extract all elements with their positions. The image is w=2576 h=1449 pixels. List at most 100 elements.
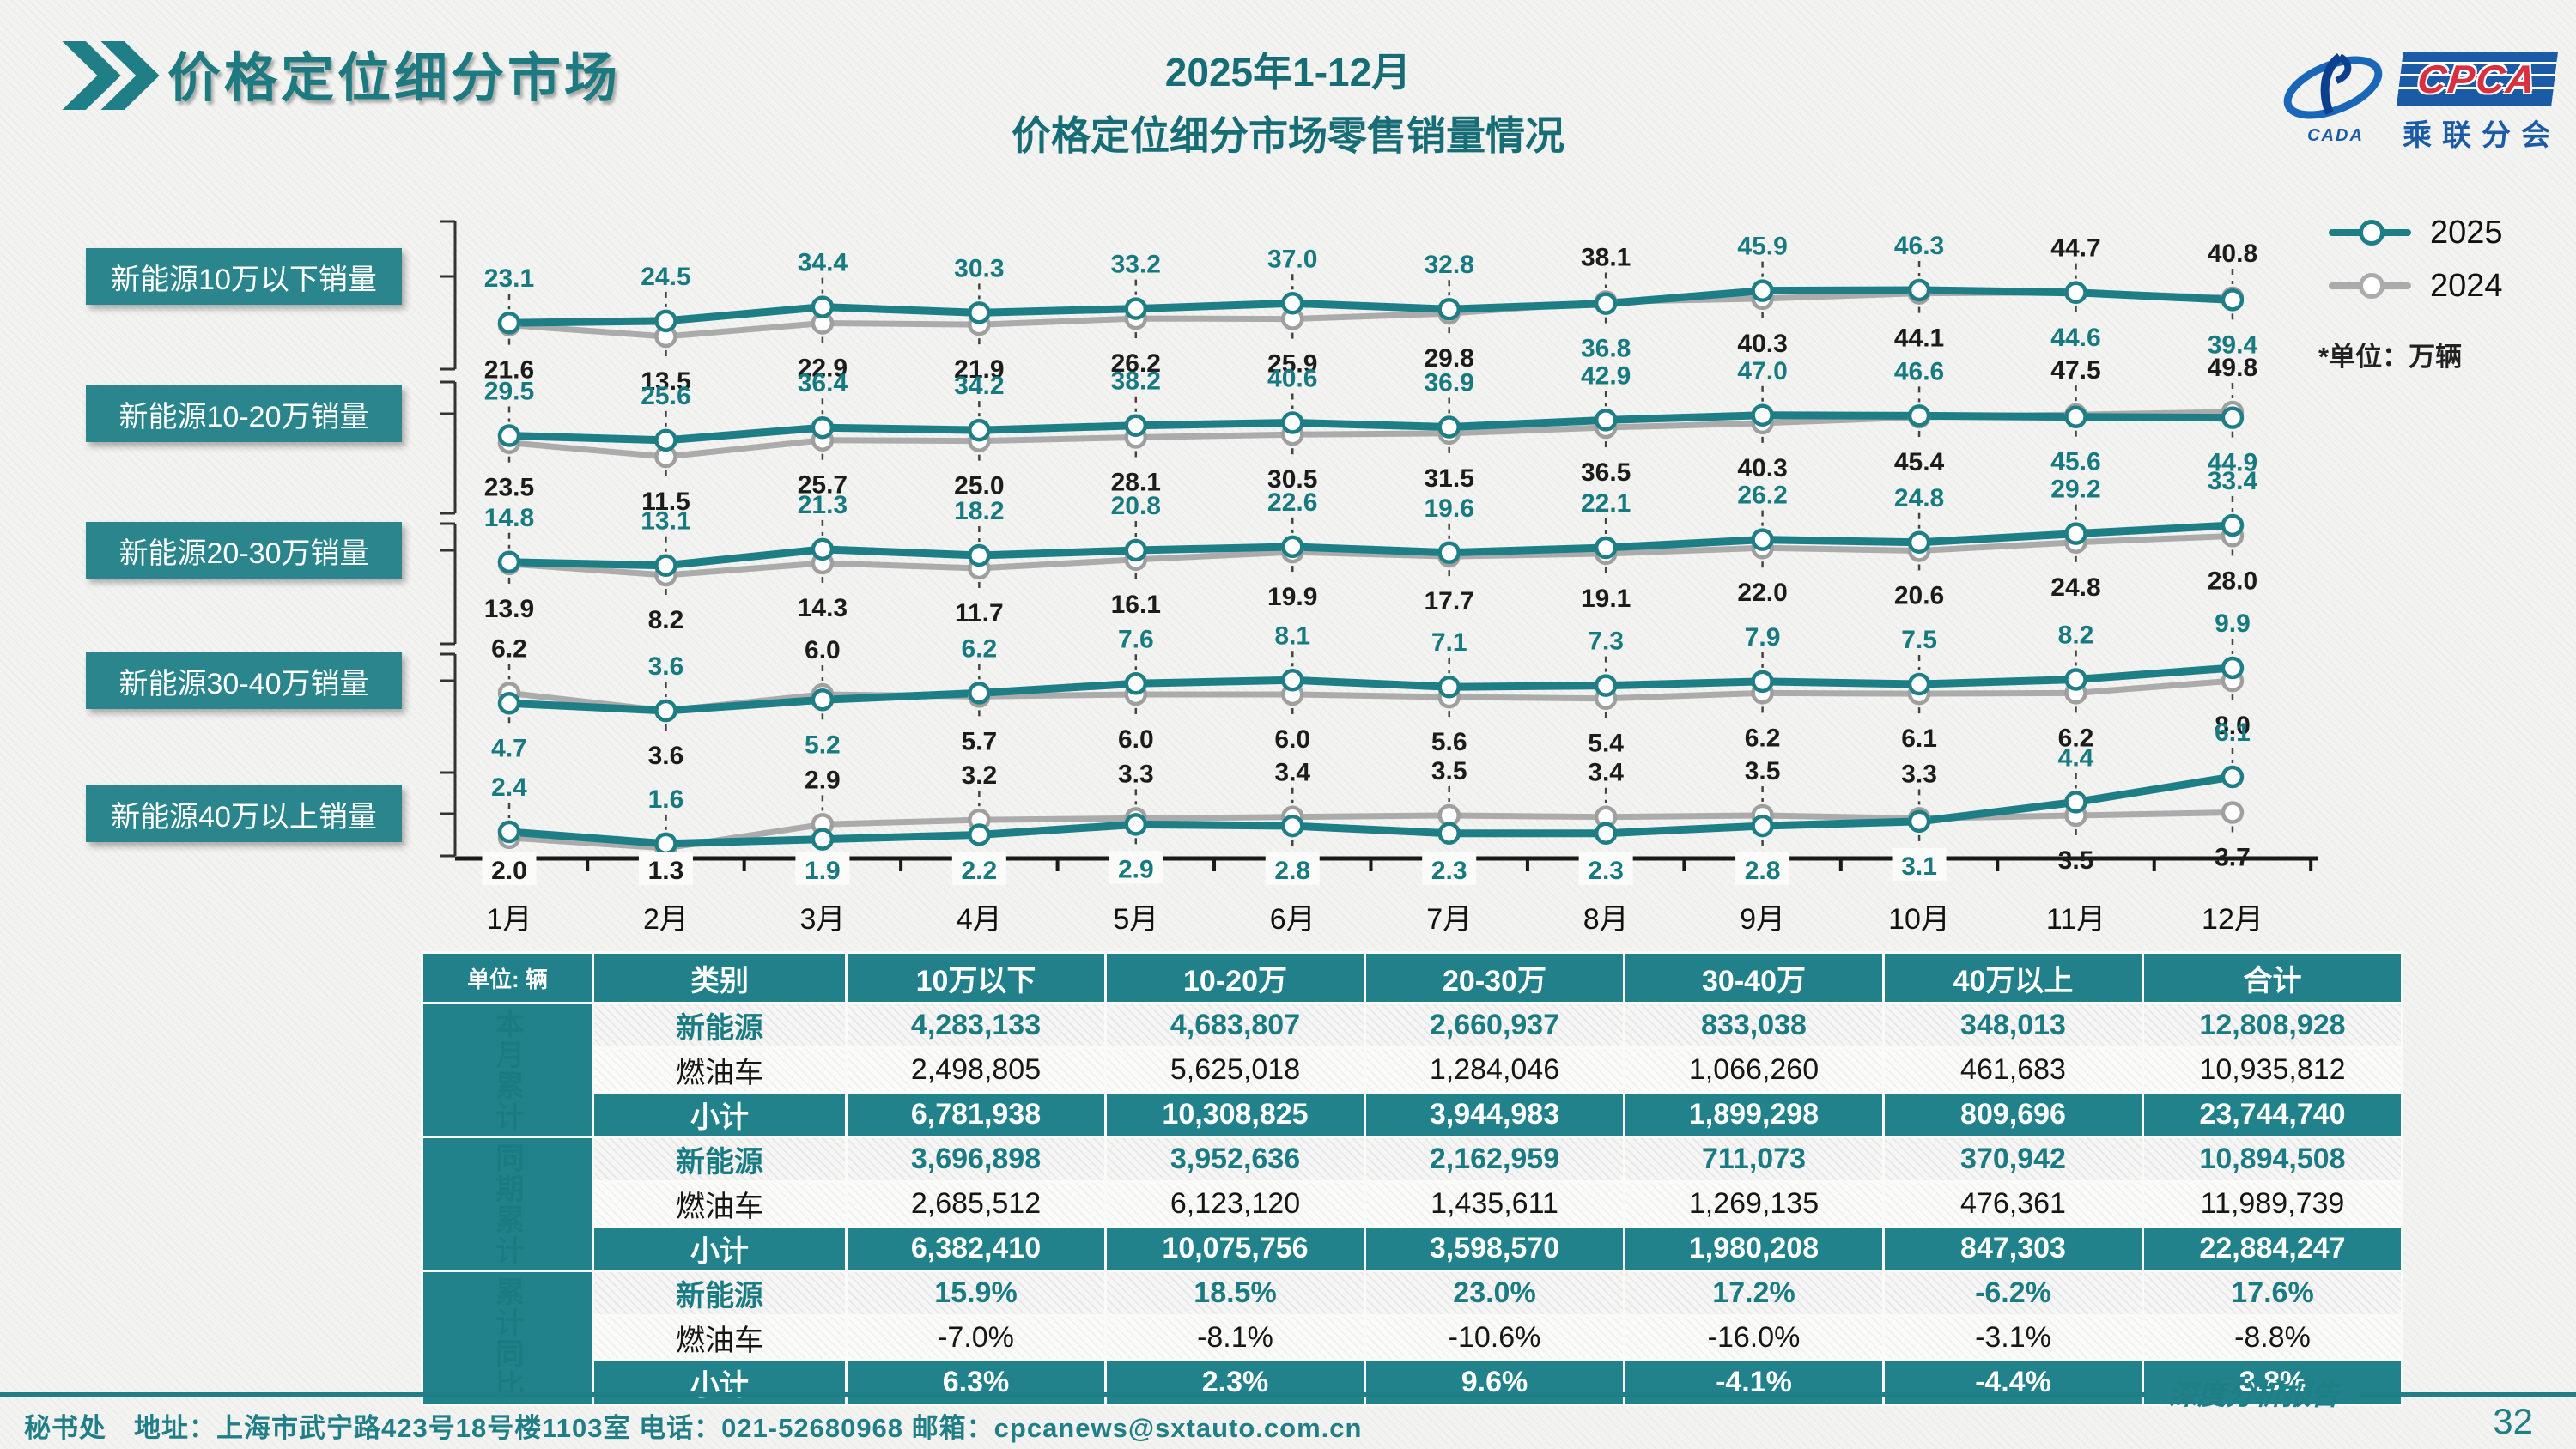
cada-swoosh-icon: CADA xyxy=(2280,52,2391,146)
table-group-label-1: 同期累计 xyxy=(421,1136,594,1272)
svg-text:6.2: 6.2 xyxy=(2058,724,2094,752)
table-cell: 1,066,260 xyxy=(1623,1046,1885,1094)
svg-text:7.5: 7.5 xyxy=(1901,626,1937,654)
table-cell: -10.6% xyxy=(1364,1314,1625,1361)
svg-text:20.8: 20.8 xyxy=(1111,492,1161,520)
table-cell: -8.1% xyxy=(1104,1314,1366,1361)
svg-text:36.4: 36.4 xyxy=(798,369,848,397)
svg-text:3.5: 3.5 xyxy=(2058,846,2094,875)
table-cell: 4,683,807 xyxy=(1104,1002,1366,1049)
table-unit-header: 单位: 辆 xyxy=(421,951,594,1004)
svg-text:46.6: 46.6 xyxy=(1894,357,1944,385)
svg-text:26.2: 26.2 xyxy=(1111,349,1161,378)
svg-text:1.3: 1.3 xyxy=(648,857,684,885)
table-cell: 22,884,247 xyxy=(2142,1225,2403,1272)
svg-text:44.6: 44.6 xyxy=(2050,324,2100,352)
table-row-label: 小计 xyxy=(592,1359,848,1406)
table-row: 小计 6,382,410 10,075,756 3,598,570 1,980,208 8… xyxy=(422,1225,2403,1272)
table-row-label: 新能源 xyxy=(592,1002,848,1049)
table-cell: 15.9% xyxy=(845,1270,1107,1317)
table-col-header-0: 类别 xyxy=(592,951,848,1004)
table-cell: 1,269,135 xyxy=(1623,1180,1885,1228)
table-cell: 9.6% xyxy=(1364,1359,1625,1406)
table-row-label: 燃油车 xyxy=(592,1314,848,1361)
table-cell: 809,696 xyxy=(1882,1091,2144,1138)
svg-text:7.1: 7.1 xyxy=(1431,628,1467,657)
svg-text:11月: 11月 xyxy=(2046,903,2105,936)
svg-text:44.1: 44.1 xyxy=(1894,324,1944,353)
table-row: 燃油车 2,685,512 6,123,120 1,435,611 1,269,135 4… xyxy=(422,1180,2403,1228)
table-cell: 10,894,508 xyxy=(2142,1136,2403,1183)
table-cell: 23.0% xyxy=(1364,1270,1625,1317)
svg-text:3.3: 3.3 xyxy=(1901,760,1937,788)
svg-text:22.9: 22.9 xyxy=(798,355,848,383)
trend-chart: 1月 2月 3月 4月 5月 6月 7月 8月 9月 10月 11月 12月 23.1 21.6 24.5 1… xyxy=(440,220,2318,936)
table-cell: 6,781,938 xyxy=(845,1091,1107,1138)
table-header-row: 单位: 辆类别 10万以下 10-20万 20-30万 30-40万 40万以上 合计 xyxy=(421,951,2403,1004)
svg-text:8.0: 8.0 xyxy=(2215,712,2251,740)
svg-text:8月: 8月 xyxy=(1583,903,1629,936)
svg-text:38.1: 38.1 xyxy=(1581,244,1631,272)
table-row-label: 新能源 xyxy=(592,1136,848,1183)
svg-text:28.1: 28.1 xyxy=(1111,468,1161,496)
table-col-header-5: 40万以上 xyxy=(1882,951,2144,1004)
table-cell: -8.8% xyxy=(2142,1314,2403,1361)
svg-text:8.2: 8.2 xyxy=(648,606,684,634)
svg-text:25.9: 25.9 xyxy=(1267,350,1317,379)
table-group-label-0: 本月累计 xyxy=(421,1002,594,1138)
svg-text:3.3: 3.3 xyxy=(1118,760,1154,788)
cada-wordmark: CADA xyxy=(2307,126,2364,145)
svg-text:34.4: 34.4 xyxy=(798,249,848,277)
footer-contact: 秘书处 地址：上海市武宁路423号18号楼1103室 电话：021-526809… xyxy=(24,1413,1363,1443)
table-cell: 10,075,756 xyxy=(1104,1225,1366,1272)
svg-text:23.1: 23.1 xyxy=(484,264,534,293)
svg-text:36.5: 36.5 xyxy=(1581,458,1631,487)
svg-text:22.0: 22.0 xyxy=(1737,579,1787,607)
table-row-label: 燃油车 xyxy=(592,1180,848,1228)
table-cell: 18.5% xyxy=(1104,1270,1366,1317)
svg-text:47.5: 47.5 xyxy=(2050,356,2100,385)
svg-text:49.8: 49.8 xyxy=(2208,354,2257,382)
band-label-over-400k: 新能源40万以上销量 xyxy=(86,785,402,842)
band-label-under-100k: 新能源10万以下销量 xyxy=(86,248,402,305)
svg-text:3.6: 3.6 xyxy=(648,742,684,770)
table-cell: 1,435,611 xyxy=(1364,1180,1625,1228)
svg-text:45.9: 45.9 xyxy=(1737,233,1787,261)
svg-text:2.9: 2.9 xyxy=(1118,855,1154,883)
svg-text:5.6: 5.6 xyxy=(1431,728,1467,756)
table-cell: 11,989,739 xyxy=(2142,1180,2403,1228)
svg-text:6.0: 6.0 xyxy=(805,636,841,664)
svg-text:2.8: 2.8 xyxy=(1274,857,1310,885)
svg-text:44.9: 44.9 xyxy=(2208,449,2257,477)
table-col-header-2: 10-20万 xyxy=(1104,951,1366,1004)
svg-text:7月: 7月 xyxy=(1426,903,1472,936)
table-cell: 2,162,959 xyxy=(1364,1136,1625,1183)
svg-text:6月: 6月 xyxy=(1270,903,1315,936)
svg-text:34.2: 34.2 xyxy=(954,372,1004,400)
table-cell: 370,942 xyxy=(1882,1136,2144,1183)
legend-line-2024-icon xyxy=(2329,273,2411,299)
band-label-200-300k: 新能源20-30万销量 xyxy=(86,522,402,579)
table-cell: 847,303 xyxy=(1882,1225,2144,1272)
svg-text:6.2: 6.2 xyxy=(1745,724,1781,752)
svg-text:2.3: 2.3 xyxy=(1431,857,1467,885)
svg-text:5.2: 5.2 xyxy=(805,731,841,759)
svg-text:37.0: 37.0 xyxy=(1267,245,1317,273)
svg-text:21.9: 21.9 xyxy=(954,355,1004,384)
svg-text:40.8: 40.8 xyxy=(2208,239,2257,268)
svg-text:33.2: 33.2 xyxy=(1111,251,1161,279)
table-cell: 833,038 xyxy=(1623,1002,1885,1049)
legend-line-2025-icon xyxy=(2329,220,2411,246)
svg-text:40.3: 40.3 xyxy=(1737,454,1787,482)
logo-subtitle: 乘联分会 xyxy=(2403,119,2561,152)
svg-text:3.7: 3.7 xyxy=(2215,844,2251,872)
svg-text:21.3: 21.3 xyxy=(798,491,848,519)
table-col-header-1: 10万以下 xyxy=(845,951,1107,1004)
table-cell: 6,123,120 xyxy=(1104,1180,1366,1228)
svg-text:18.2: 18.2 xyxy=(954,497,1004,525)
svg-text:28.0: 28.0 xyxy=(2208,567,2257,595)
svg-text:8.1: 8.1 xyxy=(1274,621,1310,650)
svg-text:3.6: 3.6 xyxy=(648,652,684,681)
svg-text:39.4: 39.4 xyxy=(2208,330,2258,359)
svg-text:14.8: 14.8 xyxy=(484,504,534,532)
